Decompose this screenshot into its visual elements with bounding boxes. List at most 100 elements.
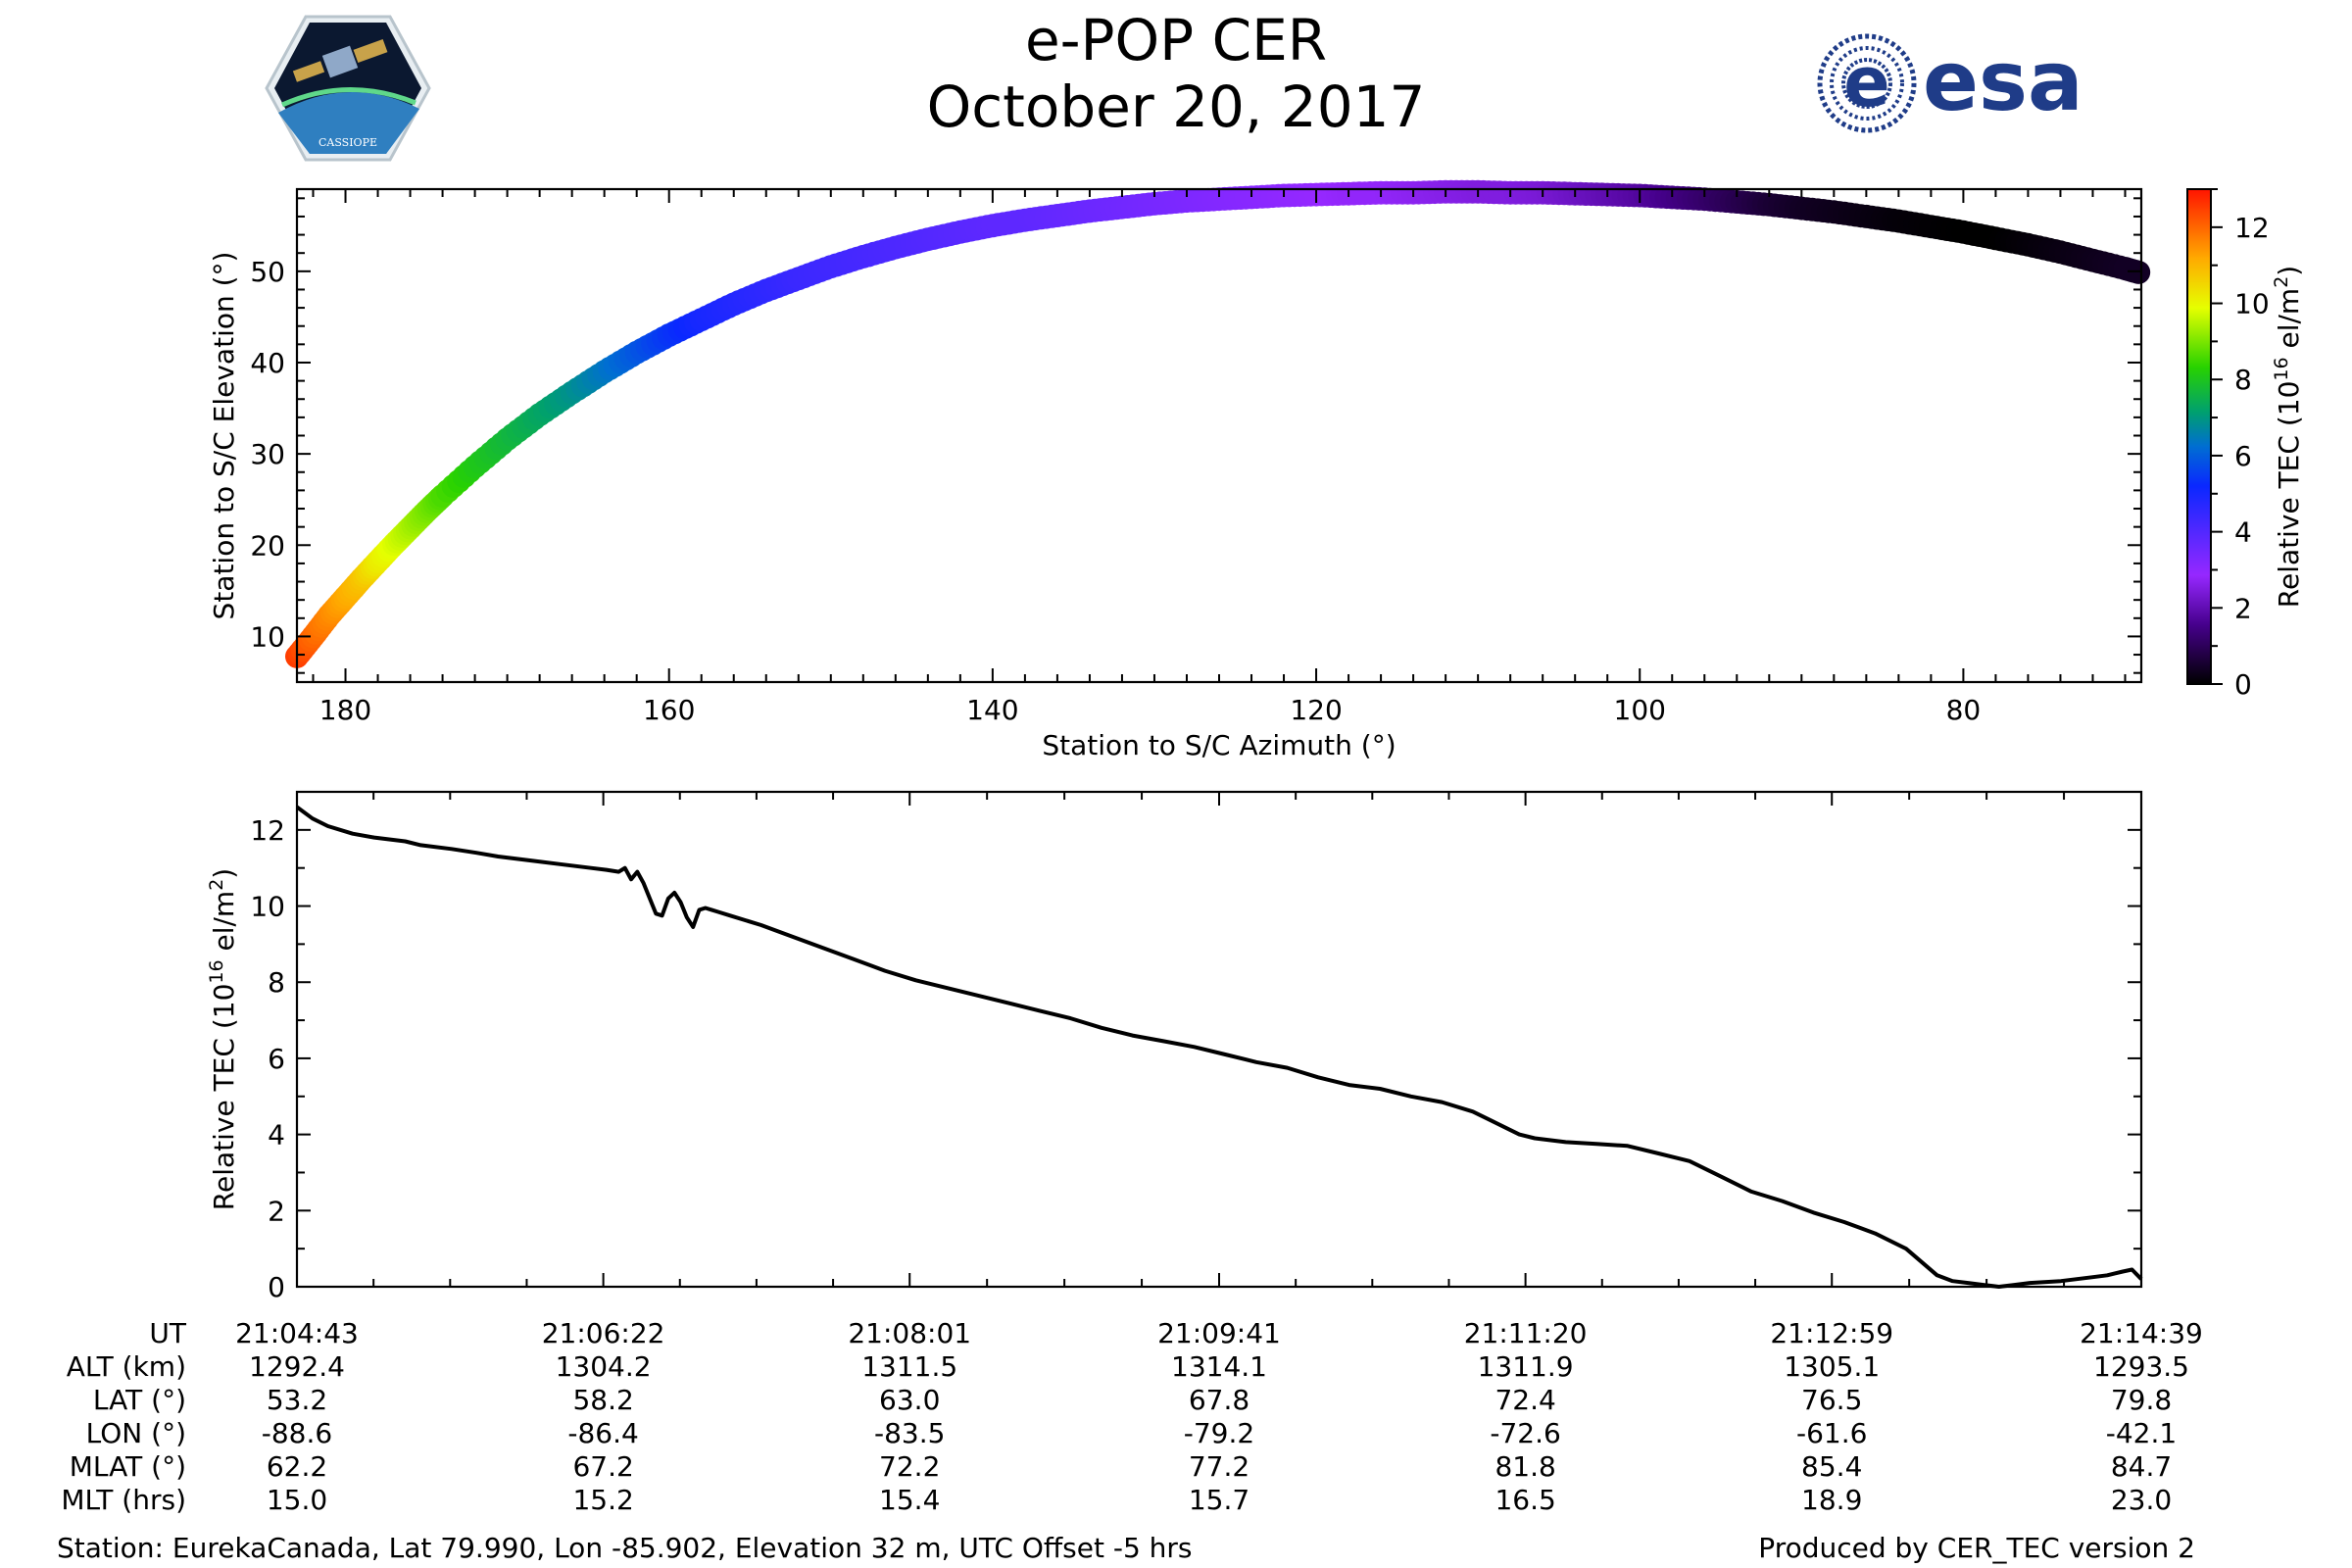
colorbar-tick-label: 6: [2234, 440, 2252, 472]
table-cell: 58.2: [572, 1384, 633, 1416]
bottom-y-label-suffix: ): [208, 868, 240, 879]
top-y-axis: 10 20 30 40 50: [250, 197, 2141, 674]
bottom-y-tick-label: 2: [268, 1195, 285, 1227]
top-x-tick-label: 140: [966, 694, 1018, 726]
table-row-label: LAT (°): [93, 1384, 186, 1416]
table-cell: 15.0: [267, 1484, 327, 1516]
svg-text:e: e: [1843, 42, 1889, 122]
table-cell: 62.2: [267, 1450, 327, 1483]
trajectory-point: [2127, 260, 2151, 284]
bottom-y-tick-label: 12: [250, 814, 285, 847]
bottom-y-tick-label: 6: [268, 1043, 285, 1075]
table-cell: 1311.5: [861, 1350, 957, 1383]
table-cell: 1305.1: [1784, 1350, 1880, 1383]
top-y-tick-label: 40: [250, 347, 285, 379]
table-cell: 76.5: [1801, 1384, 1862, 1416]
table-cell: 21:09:41: [1157, 1317, 1281, 1349]
top-y-tick-label: 50: [250, 256, 285, 288]
table-cell: 79.8: [2111, 1384, 2172, 1416]
footer-produced-by: Produced by CER_TEC version 2: [1758, 1532, 2195, 1564]
table-row-label: UT: [149, 1317, 186, 1349]
table-cell: 18.9: [1801, 1484, 1862, 1516]
top-x-tick-label: 160: [643, 694, 695, 726]
table-cell: -42.1: [2106, 1417, 2177, 1449]
top-x-tick-label: 180: [319, 694, 371, 726]
table-cell: 16.5: [1494, 1484, 1555, 1516]
top-y-tick-label: 20: [250, 529, 285, 562]
top-x-tick-label: 80: [1946, 694, 1982, 726]
top-x-tick-label: 120: [1290, 694, 1342, 726]
colorbar-label-prefix: Relative TEC (10: [2273, 381, 2305, 609]
top-x-tick-label: 100: [1614, 694, 1666, 726]
top-y-tick-label: 30: [250, 438, 285, 470]
table-cell: 15.2: [572, 1484, 633, 1516]
esa-logo: e esa: [1817, 33, 2083, 133]
bottom-y-axis-label: Relative TEC (1016 el/m2): [206, 868, 240, 1210]
bottom-y-label-prefix: Relative TEC (10: [208, 984, 240, 1211]
bottom-x-axis: [296, 792, 2142, 1287]
colorbar-label-unit: el/m: [2273, 288, 2305, 358]
table-cell: -83.5: [874, 1417, 945, 1449]
top-y-tick-label: 10: [250, 620, 285, 653]
table-cell: -88.6: [262, 1417, 332, 1449]
colorbar-label-unit-exponent: 2: [2271, 276, 2292, 288]
esa-logo-text: esa: [1923, 33, 2083, 129]
page-title: e-POP CER: [1024, 7, 1328, 74]
table-cell: 21:08:01: [848, 1317, 971, 1349]
table-cell: 21:14:39: [2080, 1317, 2203, 1349]
table-row-label: LON (°): [86, 1417, 186, 1449]
bottom-y-label-unit: el/m: [208, 891, 240, 960]
colorbar-gradient: [2186, 188, 2212, 685]
table-cell: 1311.9: [1478, 1350, 1574, 1383]
trajectory-series: [285, 179, 2151, 668]
table-cell: 72.2: [879, 1450, 940, 1483]
table-cell: 23.0: [2111, 1484, 2172, 1516]
table-cell: -86.4: [567, 1417, 638, 1449]
logo-text: CASSIOPE: [318, 136, 377, 149]
colorbar-tick-label: 0: [2234, 668, 2252, 701]
top-plot-frame: [295, 187, 2143, 684]
colorbar-axis: 0 2 4 6 8 10 12: [2211, 188, 2270, 701]
table-cell: 1293.5: [2093, 1350, 2189, 1383]
bottom-y-label-unit-exponent: 2: [206, 879, 227, 891]
table-cell: 21:12:59: [1770, 1317, 1893, 1349]
bottom-y-tick-label: 4: [268, 1119, 285, 1152]
table-cell: -72.6: [1490, 1417, 1560, 1449]
colorbar-tick-label: 8: [2234, 364, 2252, 396]
elevation-azimuth-chart: 180 160 140 120 100 80 10 20 30 40 50 Station to …: [208, 179, 2151, 761]
table-cell: 15.4: [879, 1484, 940, 1516]
top-x-axis: 180 160 140 120 100 80: [312, 189, 2127, 726]
top-y-axis-label: Station to S/C Elevation (°): [208, 252, 240, 620]
footer-station-info: Station: EurekaCanada, Lat 79.990, Lon -…: [57, 1532, 1193, 1564]
bottom-y-tick-label: 0: [268, 1271, 285, 1303]
bottom-y-label-exponent: 16: [206, 959, 227, 983]
colorbar-tick-label: 10: [2234, 288, 2270, 320]
colorbar-label-suffix: ): [2273, 266, 2305, 276]
bottom-y-tick-label: 8: [268, 966, 285, 999]
table-cell: 77.2: [1189, 1450, 1250, 1483]
table-cell: 67.2: [572, 1450, 633, 1483]
table-row-label: MLT (hrs): [61, 1484, 186, 1516]
bottom-y-axis: 0 2 4 6 8 10 12: [250, 791, 2141, 1303]
table-cell: 21:04:43: [235, 1317, 359, 1349]
table-cell: 84.7: [2111, 1450, 2172, 1483]
bottom-y-tick-label: 10: [250, 891, 285, 923]
tec-series-line: [295, 805, 2143, 1289]
table-cell: 72.4: [1494, 1384, 1555, 1416]
colorbar-label-exponent: 16: [2271, 357, 2292, 380]
colorbar-tick-label: 2: [2234, 592, 2252, 624]
table-cell: 1314.1: [1171, 1350, 1267, 1383]
colorbar-tick-label: 12: [2234, 212, 2270, 244]
page-subtitle: October 20, 2017: [926, 74, 1426, 140]
table-cell: 15.7: [1189, 1484, 1250, 1516]
table-cell: 63.0: [879, 1384, 940, 1416]
cassiope-satellite-logo: CASSIOPE: [265, 15, 431, 162]
table-cell: 1304.2: [556, 1350, 652, 1383]
table-cell: 85.4: [1801, 1450, 1862, 1483]
colorbar-tick-label: 4: [2234, 516, 2252, 549]
table-cell: -61.6: [1796, 1417, 1867, 1449]
